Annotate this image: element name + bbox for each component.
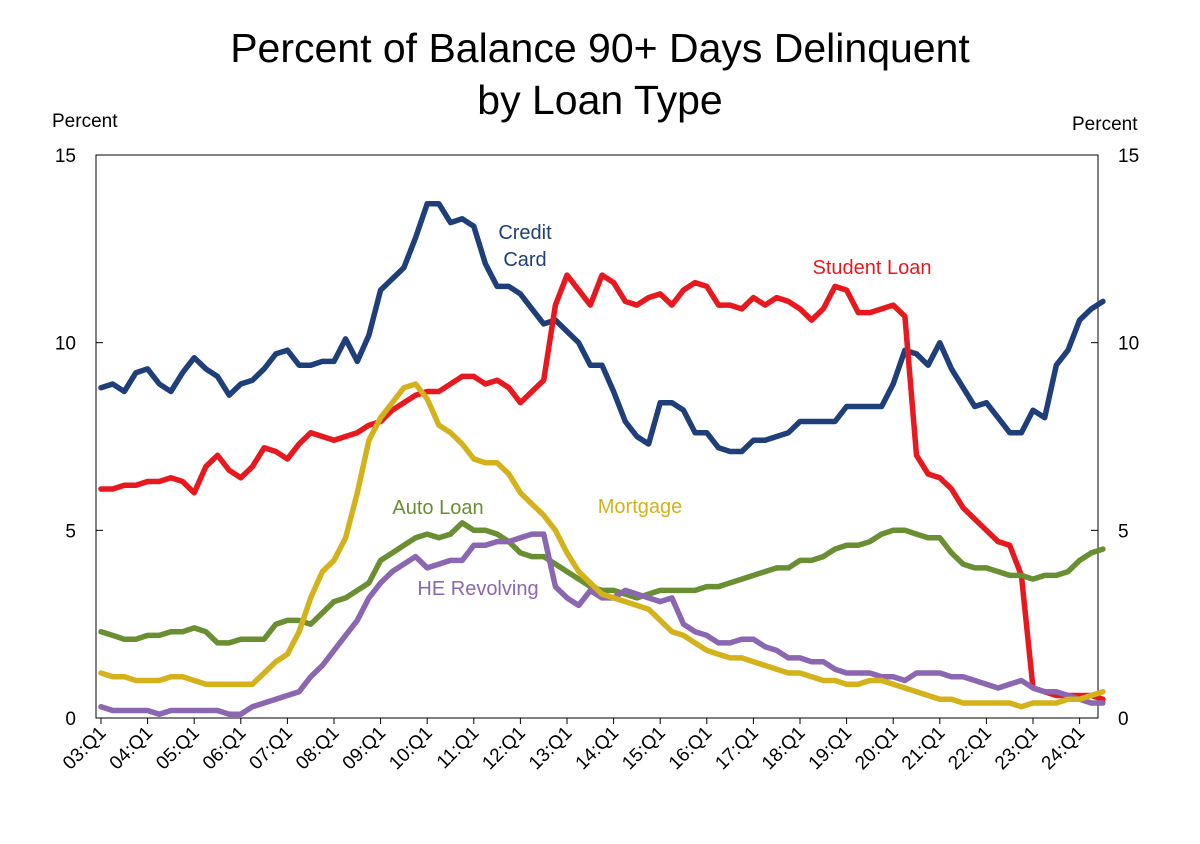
x-tick-label-11:Q1: 11:Q1 [433,723,483,773]
x-tick-label-19:Q1: 19:Q1 [805,723,856,774]
x-tick-label-18:Q1: 18:Q1 [758,723,809,774]
series-line-student-loan [98,272,1106,702]
y-tick-label-right-15: 15 [1118,146,1139,167]
y-tick-label-right-0: 0 [1118,709,1129,730]
x-tick-label-07:Q1: 07:Q1 [245,723,296,774]
series-label-line: Student Loan [813,257,932,279]
x-tick-label-10:Q1: 10:Q1 [385,723,436,774]
y-tick-label-left-5: 5 [65,521,76,542]
series-line-mortgage [98,381,1106,710]
series-label-he-revolving: HE Revolving [417,578,538,600]
x-tick-label-12:Q1: 12:Q1 [478,723,529,774]
series-label-line: Credit [498,222,552,244]
plot-frame [95,154,1099,719]
x-tick-label-15:Q1: 15:Q1 [618,723,669,774]
y-axis-unit-right: Percent [1072,114,1138,135]
series-label-auto-loan: Auto Loan [392,497,483,519]
chart-title-line-2: by Loan Type [477,77,723,123]
y-tick-label-left-15: 15 [55,146,76,167]
x-tick-label-20:Q1: 20:Q1 [851,723,902,774]
x-tick-label-24:Q1: 24:Q1 [1038,723,1089,774]
y-tick-label-left-0: 0 [65,709,76,730]
x-tick-label-08:Q1: 08:Q1 [292,723,343,774]
y-tick-label-right-5: 5 [1118,521,1129,542]
x-tick-label-13:Q1: 13:Q1 [525,723,576,774]
y-axis-unit-left: Percent [52,111,118,132]
x-tick-label-14:Q1: 14:Q1 [572,723,623,774]
series-label-mortgage: Mortgage [598,496,683,518]
x-tick-label-09:Q1: 09:Q1 [339,723,390,774]
chart-title-line-1: Percent of Balance 90+ Days Delinquent [230,25,970,71]
series-label-student-loan: Student Loan [813,257,932,279]
x-tick-label-22:Q1: 22:Q1 [944,723,995,774]
x-tick-label-04:Q1: 04:Q1 [106,723,157,774]
x-tick-label-23:Q1: 23:Q1 [991,723,1042,774]
chart-title: Percent of Balance 90+ Days Delinquent b… [0,22,1200,126]
series-label-line: Card [503,249,546,271]
series-label-line: HE Revolving [417,578,538,600]
x-tick-label-03:Q1: 03:Q1 [59,723,110,774]
x-tick-label-05:Q1: 05:Q1 [152,723,203,774]
series-label-credit-card: Credit Card [498,222,552,271]
series-line-he-revolving [98,531,1106,717]
x-tick-label-16:Q1: 16:Q1 [665,723,716,774]
y-tick-label-right-10: 10 [1118,334,1139,355]
series-label-line: Auto Loan [392,497,483,519]
x-tick-label-21:Q1: 21:Q1 [898,723,949,774]
series-label-line: Mortgage [598,496,683,518]
series-line-credit-card [98,201,1106,455]
x-tick-label-17:Q1: 17:Q1 [711,723,762,774]
x-tick-label-06:Q1: 06:Q1 [199,723,250,774]
series-line-auto-loan [98,520,1106,646]
y-tick-label-left-10: 10 [55,334,76,355]
